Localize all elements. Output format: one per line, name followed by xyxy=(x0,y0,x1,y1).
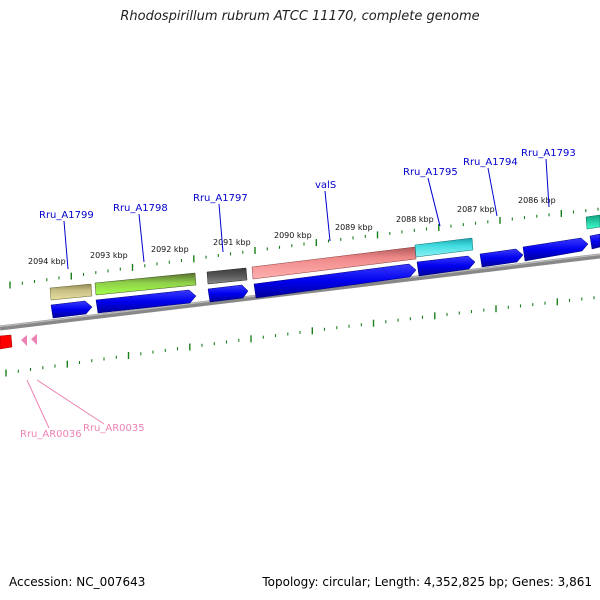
rna-label-rru-ar0035: Rru_AR0035 xyxy=(83,423,145,434)
kbp-label: 2086 kbp xyxy=(518,196,556,205)
gene-label-rru-a1793: Rru_A1793 xyxy=(521,148,576,159)
gene-label-vals: valS xyxy=(315,180,336,191)
rna-arrow-rru-ar0036 xyxy=(21,335,27,346)
cds-arrow xyxy=(416,255,476,277)
feature-bar-cyan xyxy=(414,237,474,258)
cds-arrow xyxy=(589,233,600,250)
feature-bar-gray xyxy=(206,267,248,285)
cds-arrow xyxy=(50,300,93,319)
rna-label-rru-ar0036: Rru_AR0036 xyxy=(20,429,82,440)
trna-feature xyxy=(0,334,13,350)
map-title: Rhodospirillum rubrum ATCC 11170, comple… xyxy=(120,9,480,24)
kbp-label: 2088 kbp xyxy=(396,215,434,224)
gene-label-rru-a1799: Rru_A1799 xyxy=(39,210,94,221)
rna-arrow-rru-ar0035 xyxy=(31,334,37,345)
kbp-label: 2087 kbp xyxy=(457,205,495,214)
gene-label-rru-a1794: Rru_A1794 xyxy=(463,157,518,168)
kbp-label: 2091 kbp xyxy=(213,238,251,247)
feature-bar-khaki xyxy=(49,283,93,301)
feature-bar-green xyxy=(94,272,197,296)
lower-kbp-scale xyxy=(5,296,595,377)
cds-arrow xyxy=(253,263,417,299)
kbp-label: 2089 kbp xyxy=(335,223,373,232)
kbp-label: 2092 kbp xyxy=(151,245,189,254)
gene-label-rru-a1795: Rru_A1795 xyxy=(403,167,458,178)
cds-arrow xyxy=(207,284,249,303)
feature-bar-salmon xyxy=(251,246,417,280)
kbp-label: 2094 kbp xyxy=(28,257,66,266)
kbp-label: 2090 kbp xyxy=(274,231,312,240)
genome-summary-text: Topology: circular; Length: 4,352,825 bp… xyxy=(262,575,592,589)
cds-arrow xyxy=(95,289,197,314)
kbp-label: 2093 kbp xyxy=(90,251,128,260)
accession-text: Accession: NC_007643 xyxy=(9,575,146,589)
gene-label-rru-a1798: Rru_A1798 xyxy=(113,203,168,214)
upper-kbp-scale xyxy=(9,207,599,289)
feature-bar-teal xyxy=(585,214,600,230)
cds-arrow xyxy=(479,248,524,268)
cds-arrow xyxy=(522,237,589,262)
gene-label-rru-a1797: Rru_A1797 xyxy=(193,193,248,204)
